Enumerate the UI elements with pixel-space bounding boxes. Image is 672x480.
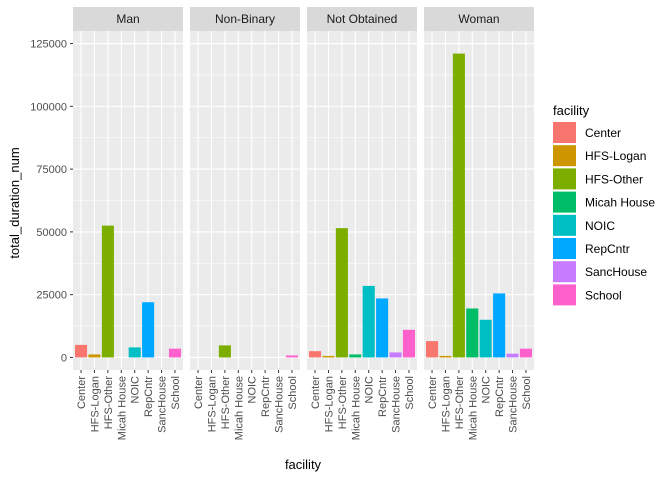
legend-label-school: School <box>585 288 622 302</box>
legend-label-center: Center <box>585 126 621 140</box>
legend-key-repcntr <box>553 238 576 259</box>
bar-not-obtained-repcntr <box>376 298 389 358</box>
x-tick-label: SancHouse <box>274 376 286 433</box>
x-tick-label: Micah House <box>116 376 128 440</box>
panel-woman: Woman <box>424 7 534 370</box>
bar-not-obtained-noic <box>362 285 375 358</box>
x-tick-label: NOIC <box>481 376 493 404</box>
x-tick-label: NOIC <box>247 376 259 404</box>
bar-non-binary-hfs-other <box>218 345 231 358</box>
strip-not-obtained <box>307 7 417 31</box>
bar-not-obtained-hfs-logan <box>322 355 335 358</box>
x-axis: Center HFS-Logan HFS-Other Micah House NOIC R… <box>76 370 533 440</box>
legend-label-hfs-logan: HFS-Logan <box>585 149 646 163</box>
x-tick-label: HFS-Other <box>337 376 349 430</box>
bar-man-hfs-logan <box>88 354 101 358</box>
legend-label-repcntr: RepCntr <box>585 242 630 256</box>
x-tick-label: NOIC <box>364 376 376 404</box>
legend-key-micah-house <box>553 191 576 213</box>
strip-label-woman: Woman <box>458 12 499 26</box>
x-tick-label: HFS-Logan <box>323 376 335 432</box>
x-tick-label: Center <box>427 376 439 409</box>
panel-man: Man <box>73 7 183 370</box>
x-tick-label: HFS-Logan <box>440 376 452 432</box>
bar-woman-repcntr <box>493 293 506 358</box>
x-tick-label: HFS-Other <box>454 376 466 430</box>
y-tick-label: 50000 <box>36 227 67 239</box>
bar-man-noic <box>128 347 141 358</box>
x-tick-label: School <box>521 376 533 410</box>
x-tick-label: NOIC <box>130 376 142 404</box>
x-tick-label: Center <box>76 376 88 409</box>
y-tick-label: 100000 <box>30 101 67 113</box>
bar-man-school <box>168 348 181 358</box>
bar-not-obtained-school <box>402 329 415 358</box>
bar-woman-center <box>426 341 439 358</box>
bar-man-hfs-other <box>101 225 114 358</box>
x-axis-title: facility <box>285 457 322 472</box>
y-tick-label: 25000 <box>36 290 67 302</box>
x-tick-label: Micah House <box>467 376 479 440</box>
y-tick-label: 125000 <box>30 39 67 51</box>
bar-man-center <box>75 344 88 358</box>
bar-woman-micah-house <box>466 308 479 358</box>
x-tick-label: HFS-Other <box>103 376 115 430</box>
panel-non-binary: Non-Binary <box>190 7 300 370</box>
x-tick-label: HFS-Other <box>220 376 232 430</box>
bar-woman-sanchouse <box>506 353 519 358</box>
legend: facility Center HFS-Logan HFS-Other Micah H… <box>553 103 655 306</box>
x-tick-label: HFS-Logan <box>89 376 101 432</box>
legend-key-noic <box>553 214 576 236</box>
y-tick-label: 75000 <box>36 164 67 176</box>
x-tick-label: RepCntr <box>260 376 272 417</box>
x-tick-label: SancHouse <box>157 376 169 433</box>
x-tick-label: School <box>170 376 182 410</box>
panels-layer: Man Non-Binary Not Obtained Woman <box>73 7 534 370</box>
y-tick-label: 0 <box>61 352 67 364</box>
x-tick-label: HFS-Logan <box>206 376 218 432</box>
legend-key-hfs-logan <box>553 145 576 167</box>
legend-key-hfs-other <box>553 168 576 190</box>
legend-label-micah-house: Micah House <box>585 196 655 210</box>
x-tick-label: Center <box>193 376 205 409</box>
panel-not-obtained: Not Obtained <box>307 7 417 370</box>
y-axis: 0 25000 50000 75000 100000 125000 <box>30 39 73 364</box>
x-tick-label: RepCntr <box>143 376 155 417</box>
x-tick-label: Micah House <box>233 376 245 440</box>
x-tick-label: School <box>287 376 299 410</box>
legend-key-center <box>553 122 576 143</box>
x-tick-label: SancHouse <box>391 376 403 433</box>
bar-woman-hfs-other <box>452 53 465 358</box>
bar-not-obtained-hfs-other <box>335 228 348 358</box>
strip-label-not-obtained: Not Obtained <box>327 12 398 26</box>
strip-label-non-binary: Non-Binary <box>215 12 275 26</box>
x-tick-label: RepCntr <box>377 376 389 417</box>
y-axis-title: total_duration_num <box>7 147 22 258</box>
legend-label-sanchouse: SancHouse <box>585 265 647 279</box>
strip-man <box>73 7 183 31</box>
x-tick-label: School <box>404 376 416 410</box>
legend-title: facility <box>553 103 590 118</box>
legend-key-sanchouse <box>553 261 576 283</box>
x-tick-label: Micah House <box>350 376 362 440</box>
bar-not-obtained-sanchouse <box>389 352 402 358</box>
x-tick-label: SancHouse <box>508 376 520 433</box>
bar-woman-school <box>519 348 532 358</box>
bar-woman-noic <box>479 319 492 358</box>
legend-key-school <box>553 284 576 306</box>
bar-man-repcntr <box>142 302 155 358</box>
bar-woman-hfs-logan <box>439 355 452 358</box>
x-tick-label: Center <box>310 376 322 409</box>
bar-non-binary-school <box>285 355 298 358</box>
bar-not-obtained-center <box>309 351 322 358</box>
strip-non-binary <box>190 7 300 31</box>
bar-not-obtained-micah-house <box>349 354 362 358</box>
strip-label-man: Man <box>116 12 139 26</box>
x-tick-label: RepCntr <box>494 376 506 417</box>
legend-label-noic: NOIC <box>585 219 615 233</box>
strip-woman <box>424 7 534 31</box>
legend-label-hfs-other: HFS-Other <box>585 172 643 186</box>
